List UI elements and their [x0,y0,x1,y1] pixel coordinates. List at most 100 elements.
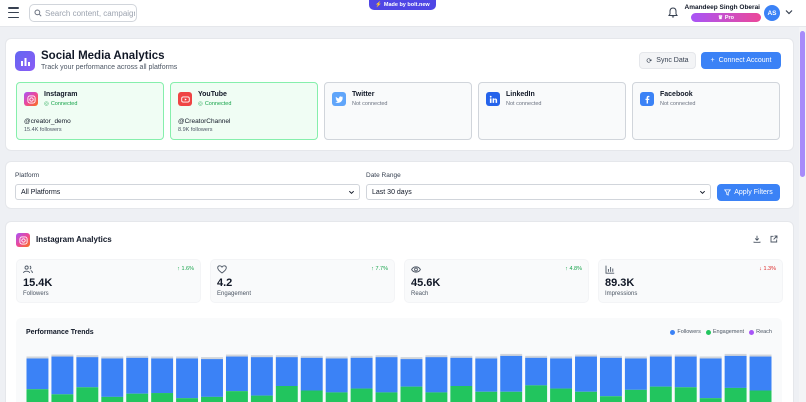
bar-engagement[interactable] [375,392,398,402]
youtube-icon [178,92,192,106]
avatar[interactable]: AS [764,5,780,21]
bar-engagement[interactable] [300,390,323,402]
bar-engagement[interactable] [724,387,747,402]
bar-followers[interactable] [250,357,273,396]
bar-engagement[interactable] [624,389,647,402]
bar-followers[interactable] [101,358,124,397]
search-icon [34,9,42,17]
bar-followers[interactable] [26,358,49,390]
bar-engagement[interactable] [674,387,697,402]
platform-select[interactable]: All Platforms [15,184,360,200]
bar-engagement[interactable] [575,391,597,402]
bell-icon[interactable] [668,7,678,18]
bar-engagement[interactable] [425,392,448,402]
bar-engagement[interactable] [649,386,672,402]
platform-card-instagram[interactable]: Instagram ◎ Connected @creator_demo 15.4K… [16,82,164,140]
bar-followers[interactable] [674,356,697,388]
bar-engagement[interactable] [176,398,199,402]
stat-change: ↑ 7.7% [371,266,388,272]
sync-data-button[interactable]: ⟳ Sync Data [639,52,696,69]
bar-engagement[interactable] [250,395,273,402]
platform-card-youtube[interactable]: YouTube ◎ Connected @CreatorChannel 8.9K … [170,82,318,140]
bar-followers[interactable] [375,357,398,393]
bar-engagement[interactable] [599,396,622,402]
chart-legend: Followers Engagement Reach [670,329,772,335]
search-box[interactable] [29,4,137,22]
platform-card-twitter[interactable]: Twitter Not connected [324,82,472,140]
bar-followers[interactable] [300,357,323,391]
bar-followers[interactable] [151,358,174,394]
bar-followers[interactable] [201,359,223,397]
bar-engagement[interactable] [350,388,373,402]
bar-followers[interactable] [450,357,473,386]
menu-icon[interactable] [8,7,19,18]
bar-followers[interactable] [475,358,498,392]
bar-followers[interactable] [550,358,573,389]
bar-followers[interactable] [176,358,199,399]
bar-followers[interactable] [649,356,672,387]
bar-engagement[interactable] [101,396,124,402]
page-scrollbar[interactable] [799,27,806,402]
bolt-badge[interactable]: ⚡ Made by bolt.new [369,0,436,10]
bar-engagement[interactable] [126,393,149,402]
apply-filters-button[interactable]: Apply Filters [717,184,780,201]
bar-followers[interactable] [500,355,523,392]
bar-engagement[interactable] [51,394,74,402]
bar-followers[interactable] [575,356,597,392]
bar-cap [250,355,273,358]
bar-followers[interactable] [624,358,647,390]
check-circle-icon: ◎ [198,101,203,107]
bar-engagement[interactable] [275,386,298,402]
bar-engagement[interactable] [550,388,573,402]
bar-followers[interactable] [699,358,722,399]
platform-card-facebook[interactable]: Facebook Not connected [632,82,780,140]
connect-label: Connect Account [718,57,772,64]
stat-label: Followers [23,291,49,297]
date-range-select[interactable]: Last 30 days [366,184,711,200]
platform-card-linkedin[interactable]: LinkedIn Not connected [478,82,626,140]
bar-followers[interactable] [599,357,622,397]
bar-followers[interactable] [400,359,423,387]
external-link-icon[interactable] [770,235,778,243]
bar-engagement[interactable] [151,393,174,402]
bar-engagement[interactable] [500,391,523,402]
header-card: Social Media Analytics Track your perfor… [5,38,794,151]
bar-followers[interactable] [724,355,747,388]
bar-followers[interactable] [225,356,248,392]
bar-followers[interactable] [425,357,448,393]
legend-item-followers: Followers [670,329,701,335]
bar-engagement[interactable] [749,390,772,402]
chevron-down-icon[interactable] [785,9,793,15]
bar-engagement[interactable] [450,386,473,402]
download-icon[interactable] [753,235,761,243]
bar-engagement[interactable] [76,387,99,402]
bar-followers[interactable] [749,356,772,391]
platform-select-value: All Platforms [21,188,61,196]
performance-trends-panel: Performance Trends Followers Engagement … [16,318,782,402]
bar-followers[interactable] [325,358,348,393]
bar-engagement[interactable] [225,391,248,402]
twitter-icon [332,92,346,106]
bar-followers[interactable] [350,357,373,389]
scroll-thumb[interactable] [800,31,805,177]
filter-icon [724,189,732,196]
bar-followers[interactable] [76,357,99,388]
bar-engagement[interactable] [475,391,498,402]
bar-followers[interactable] [126,357,149,394]
bar-engagement[interactable] [699,398,722,402]
search-input[interactable] [45,8,135,18]
plan-label: Pro [724,14,735,21]
bar-engagement[interactable] [525,385,548,402]
platform-status: Not connected [506,101,542,107]
bar-engagement[interactable] [26,389,49,402]
chevron-down-icon [699,190,706,195]
bar-followers[interactable] [51,356,74,395]
bar-engagement[interactable] [400,386,423,402]
bar-engagement[interactable] [325,392,348,402]
bar-followers[interactable] [525,357,548,386]
bar-engagement[interactable] [201,396,223,402]
bar-followers[interactable] [275,357,298,386]
connect-account-button[interactable]: + Connect Account [701,52,781,69]
page-subtitle: Track your performance across all platfo… [41,64,178,71]
platform-status: ◎ Connected [198,101,231,107]
